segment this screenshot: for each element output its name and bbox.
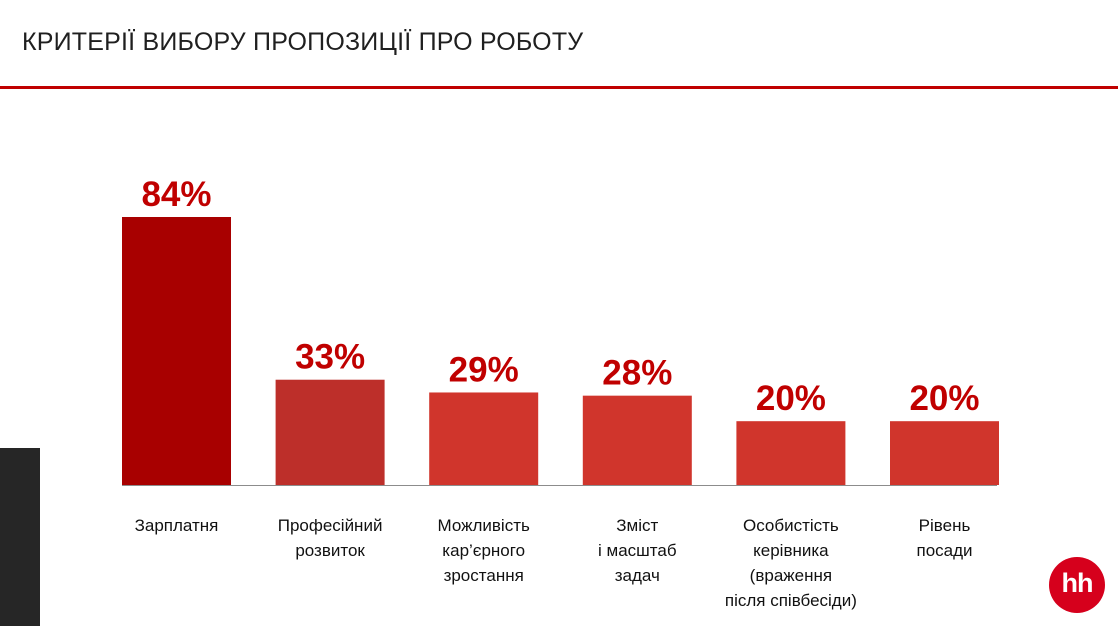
bar-5 [736,421,846,485]
bar-2 [275,379,385,485]
hh-logo: hh [1049,557,1105,613]
bar-6 [890,421,999,485]
category-label: Зміст і масштаб задач [598,516,677,585]
bar-value-label: 20% [756,379,826,418]
category-label: Рівень посади [916,516,973,560]
category-label: Зарплатня [134,516,219,535]
category-label: Особистість керівника (враження після сп… [724,516,857,610]
bar-3 [429,392,539,485]
bar-value-label: 84% [141,175,211,214]
bar-value-label: 29% [449,350,519,389]
bar-1 [122,217,231,485]
side-decoration-strip [0,448,40,626]
title-divider [0,86,1118,89]
bar-value-label: 20% [909,379,979,418]
category-label: Професійний розвиток [277,516,383,560]
bar-4 [582,395,692,485]
bar-value-label: 28% [602,354,672,393]
page-title: КРИТЕРІЇ ВИБОРУ ПРОПОЗИЦІЇ ПРО РОБОТУ [22,28,584,56]
bar-value-label: 33% [295,338,365,377]
category-label: Можливість кар’єрного зростання [437,516,530,585]
